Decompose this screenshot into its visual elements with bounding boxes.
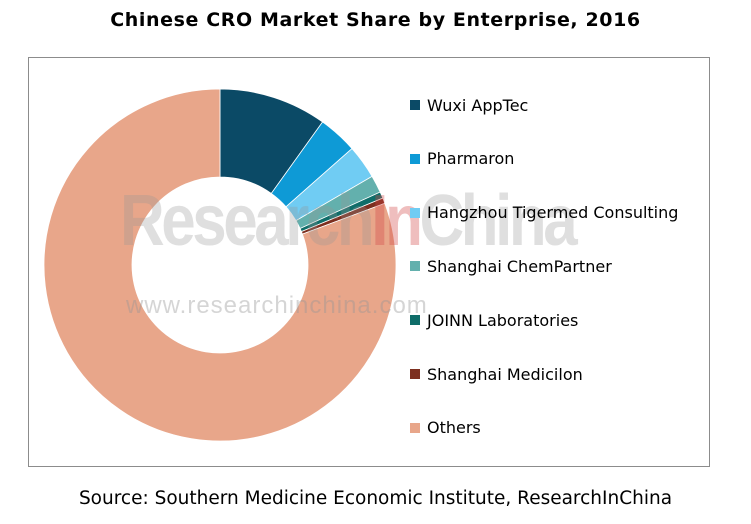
legend-label: Hangzhou Tigermed Consulting [427, 203, 679, 223]
source-note: Source: Southern Medicine Economic Insti… [78, 488, 673, 509]
legend-item: Wuxi AppTec [410, 95, 528, 115]
legend-swatch [410, 369, 420, 379]
legend-item: Shanghai Medicilon [410, 364, 583, 384]
legend-item: JOINN Laboratories [410, 310, 578, 330]
legend-label: Shanghai Medicilon [427, 364, 583, 384]
legend-item: Shanghai ChemPartner [410, 256, 612, 276]
slice-others [43, 88, 397, 442]
legend-label: Wuxi AppTec [427, 95, 529, 115]
legend-label: Pharmaron [427, 149, 515, 169]
legend-swatch [410, 315, 420, 326]
legend-label: Shanghai ChemPartner [427, 256, 612, 276]
legend-swatch [410, 153, 420, 164]
watermark-url: www.researchinchina.com [126, 292, 428, 319]
chart-title: Chinese CRO Market Share by Enterprise, … [110, 9, 641, 31]
legend-item: Hangzhou Tigermed Consulting [410, 203, 678, 223]
legend-item: Others [410, 418, 481, 438]
legend-swatch [410, 207, 420, 218]
legend-swatch [410, 261, 420, 272]
legend-label: JOINN Laboratories [427, 310, 579, 330]
legend-swatch [410, 422, 420, 433]
legend-item: Pharmaron [410, 149, 514, 169]
legend-swatch [410, 100, 420, 110]
legend-label: Others [427, 418, 481, 438]
watermark-brand: ResearchInChina [120, 181, 578, 261]
